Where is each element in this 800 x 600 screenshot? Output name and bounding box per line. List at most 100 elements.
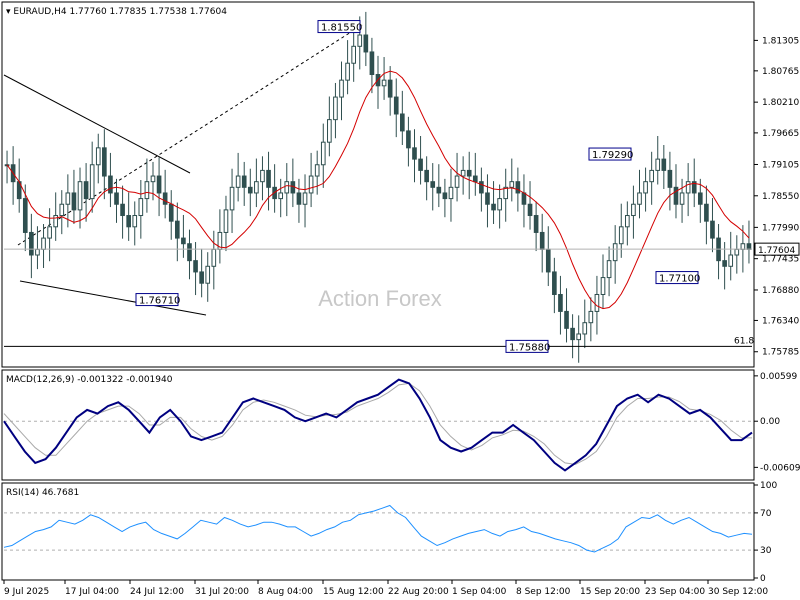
candle-body: [521, 192, 527, 205]
candle-body: [472, 175, 478, 183]
dropdown-icon[interactable]: ▾: [6, 7, 13, 17]
price-markers: 1.77604 61.8 1.81550 1.79290 1.77100 1.76710 1…: [4, 20, 800, 353]
candle-body: [357, 34, 363, 47]
candle-body: [120, 203, 125, 217]
candle-body: [369, 51, 375, 76]
candle-body: [740, 243, 746, 250]
macd-tick-label: -0.006095: [760, 463, 800, 473]
candle-body: [576, 333, 582, 341]
price-panel: [1, 1, 755, 368]
candle-body: [260, 169, 265, 183]
y-tick-label: 1.75785: [762, 348, 799, 358]
candle-body: [29, 231, 34, 256]
upper-channel-line: [3, 74, 191, 174]
candle-body: [460, 169, 466, 177]
candle-body: [211, 248, 217, 267]
candle-body: [552, 271, 557, 295]
candle-body: [485, 192, 490, 205]
macd-signal-line: [3, 382, 752, 465]
candle-body: [533, 215, 539, 233]
candle-body: [132, 215, 138, 228]
price-callout-box: [505, 339, 549, 353]
trendlines: [3, 24, 363, 316]
candle-body: [448, 186, 454, 200]
candle-body: [643, 181, 648, 194]
candle-body: [381, 79, 387, 87]
price-callout-box: [317, 20, 361, 34]
candle-body: [612, 243, 618, 262]
candle-body: [582, 322, 588, 335]
x-tick-label: 8 Sep 12:00: [516, 587, 571, 597]
time-axis: 9 Jul 2025 17 Jul 04:00 24 Jul 12:00 31 Jul…: [3, 580, 768, 597]
candle-body: [466, 169, 472, 177]
candle-body: [156, 175, 162, 194]
candle-body: [515, 181, 521, 194]
candle-body: [436, 186, 442, 194]
candle-body: [606, 260, 612, 279]
candle-body: [89, 164, 95, 200]
candle-body: [229, 186, 235, 211]
candle-body: [193, 260, 198, 273]
y-tick-label: 1.77990: [762, 223, 799, 233]
candle-body: [454, 175, 460, 188]
candle-body: [168, 203, 174, 222]
watermark: Action Forex: [318, 286, 442, 311]
candle-body: [558, 293, 563, 312]
x-tick-label: 8 Aug 04:00: [258, 587, 313, 597]
candle-body: [102, 147, 107, 177]
rsi-panel: [1, 482, 755, 581]
y-tick-label: 1.77435: [762, 255, 799, 265]
current-price-box: [754, 242, 800, 256]
rsi-axis: 100 70 30 0: [4, 481, 777, 584]
rsi-tick-label: 100: [760, 481, 777, 491]
candle-body: [393, 96, 399, 115]
dotted-trendline: [17, 24, 363, 246]
current-price-label: 1.77604: [758, 246, 795, 256]
candle-body: [637, 192, 642, 205]
candle-body: [679, 192, 685, 205]
y-tick-label: 1.78550: [762, 192, 799, 202]
price-callout-label: 1.76710: [139, 296, 180, 307]
price-axis: 1.81305 1.80765 1.80210 1.79665 1.79105 1.785…: [754, 36, 799, 358]
candle-body: [138, 198, 144, 217]
candle-body: [181, 237, 186, 245]
x-tick-label: 31 Jul 20:00: [195, 587, 249, 597]
candle-body: [442, 192, 448, 200]
candle-body: [95, 147, 101, 166]
candle-body: [150, 175, 156, 183]
candle-body: [162, 192, 168, 205]
candle-body: [491, 203, 496, 211]
candle-body: [235, 175, 241, 188]
candle-body: [187, 243, 192, 262]
price-callout-box: [135, 293, 179, 307]
candle-body: [545, 248, 551, 273]
rsi-tick-label: 70: [760, 509, 772, 519]
candle-body: [47, 226, 52, 239]
rsi-tick-label: 0: [760, 574, 766, 584]
candle-body: [22, 198, 28, 233]
candle-body: [564, 310, 569, 329]
lower-channel-line: [19, 280, 207, 316]
candle-body: [363, 34, 369, 53]
y-tick-label: 1.76340: [762, 316, 799, 326]
y-tick-label: 1.76880: [762, 286, 799, 296]
candle-body: [673, 186, 679, 205]
candle-body: [71, 192, 77, 211]
candle-body: [254, 181, 259, 194]
candle-body: [497, 198, 502, 211]
y-tick-label: 1.79665: [762, 129, 799, 139]
candle-body: [351, 45, 356, 64]
candle-body: [588, 310, 594, 324]
candle-body: [278, 192, 284, 200]
macd-panel: [1, 369, 755, 481]
candle-body: [387, 79, 393, 98]
candle-body: [247, 186, 253, 194]
candle-body: [697, 192, 703, 205]
candle-body: [600, 277, 606, 295]
candle-body: [509, 181, 515, 188]
candle-body: [539, 231, 545, 250]
candle-body: [320, 141, 326, 166]
candle-body: [199, 271, 204, 284]
candle-body: [655, 158, 661, 171]
